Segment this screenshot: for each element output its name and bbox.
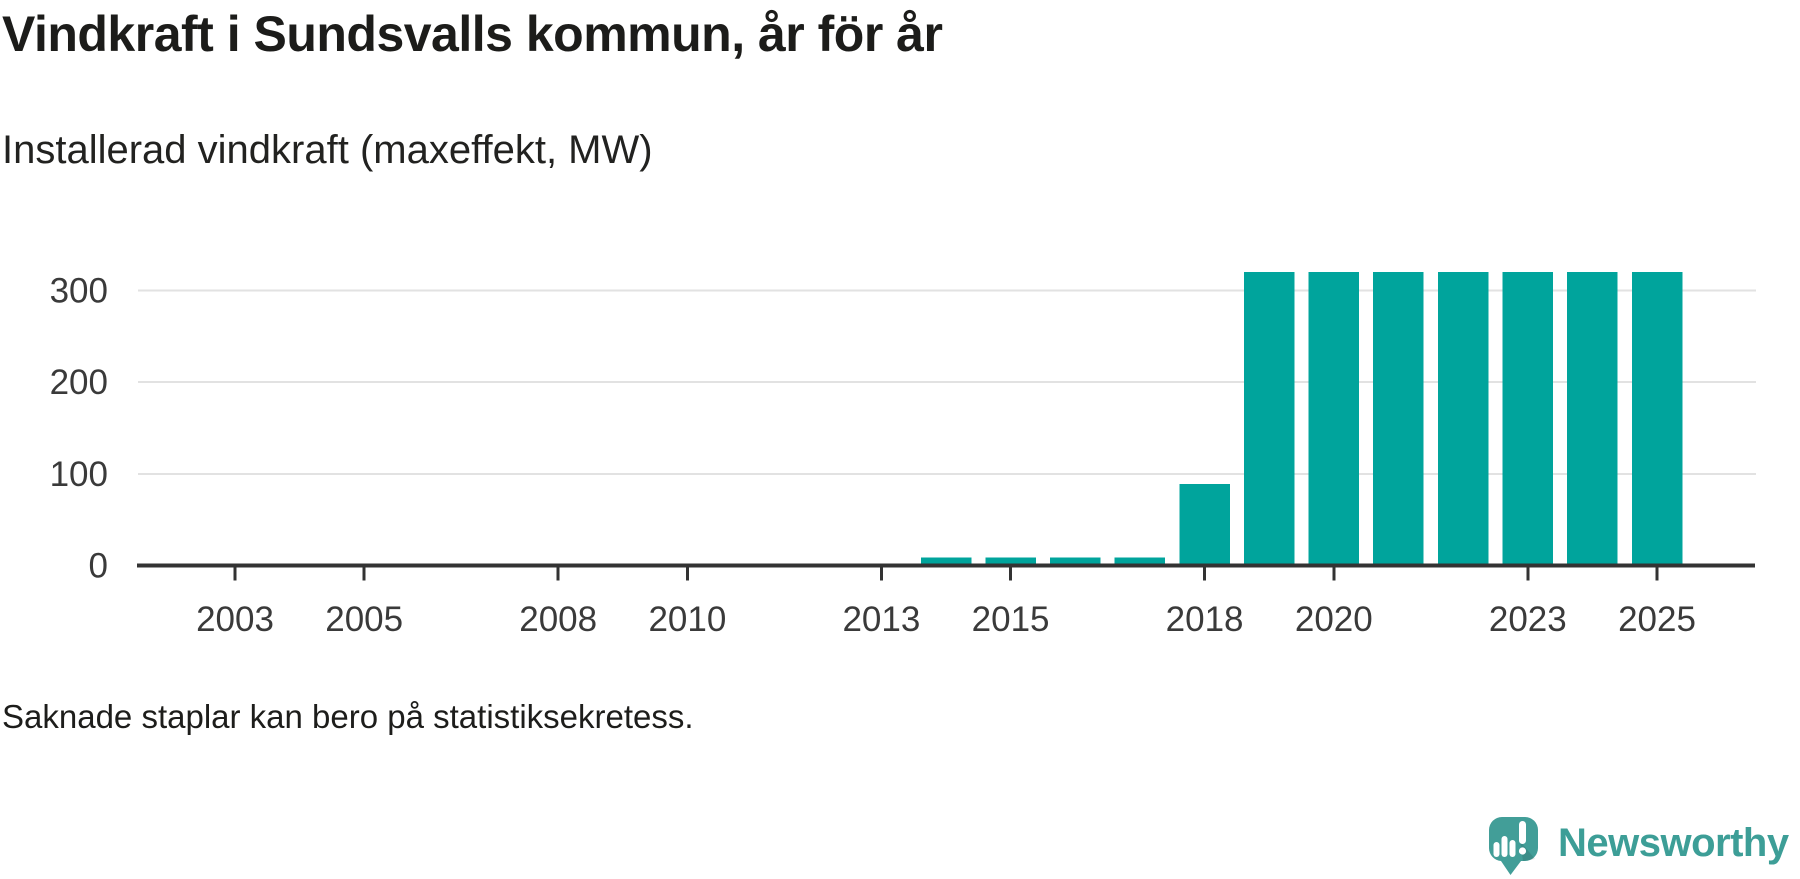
logo-bar-1 <box>1493 842 1500 857</box>
logo-bar-3 <box>1509 840 1516 857</box>
x-tick-2015 <box>1009 567 1013 581</box>
chart-title: Vindkraft i Sundsvalls kommun, år för år <box>2 6 943 62</box>
x-tick-label-2020: 2020 <box>1295 600 1373 639</box>
bar-2016 <box>1050 557 1101 568</box>
x-tick-label-2003: 2003 <box>196 600 274 639</box>
bar-2020 <box>1308 272 1360 568</box>
bar-2022 <box>1437 272 1489 568</box>
x-tick-label-2005: 2005 <box>325 600 403 639</box>
x-tick-2005 <box>362 567 366 581</box>
y-tick-label-0: 0 <box>89 547 108 586</box>
x-tick-2010 <box>685 567 689 581</box>
x-tick-2025 <box>1655 567 1659 581</box>
y-tick-label-300: 300 <box>50 272 108 311</box>
bar-2025 <box>1631 272 1683 568</box>
x-tick-label-2015: 2015 <box>972 600 1050 639</box>
bar-2021 <box>1373 272 1424 568</box>
x-tick-2020 <box>1332 567 1336 581</box>
logo-exclamation-bar <box>1519 821 1526 844</box>
bar-2023 <box>1502 272 1553 568</box>
newsworthy-logo-text: Newsworthy <box>1558 820 1789 865</box>
x-tick-2018 <box>1203 567 1207 581</box>
x-tick-2023 <box>1526 567 1530 581</box>
logo-shadow-shape <box>1520 841 1535 861</box>
logo-bar-2 <box>1501 836 1508 857</box>
bar-2019 <box>1244 272 1295 568</box>
bar-2014 <box>920 557 972 568</box>
x-axis-line <box>137 563 1755 568</box>
x-tick-label-2025: 2025 <box>1618 600 1696 639</box>
x-tick-label-2023: 2023 <box>1489 600 1567 639</box>
newsworthy-logo-icon <box>1489 817 1538 875</box>
chart-footnote: Saknade staplar kan bero på statistiksek… <box>2 698 694 735</box>
logo-exclamation-dot <box>1518 847 1527 855</box>
y-tick-label-200: 200 <box>50 363 108 402</box>
bar-2018 <box>1179 483 1230 568</box>
x-tick-label-2013: 2013 <box>842 600 920 639</box>
x-tick-2013 <box>879 567 883 581</box>
chart-subtitle: Installerad vindkraft (maxeffekt, MW) <box>2 128 653 172</box>
bar-2017 <box>1114 557 1166 568</box>
x-tick-label-2010: 2010 <box>648 600 726 639</box>
x-tick-2008 <box>556 567 560 581</box>
newsworthy-logo: Newsworthy <box>1489 816 1789 876</box>
bar-2024 <box>1567 272 1618 568</box>
x-tick-2003 <box>233 567 237 581</box>
x-tick-label-2018: 2018 <box>1166 600 1244 639</box>
y-tick-label-100: 100 <box>50 455 108 494</box>
x-tick-label-2008: 2008 <box>519 600 597 639</box>
bar-2015 <box>985 557 1036 568</box>
